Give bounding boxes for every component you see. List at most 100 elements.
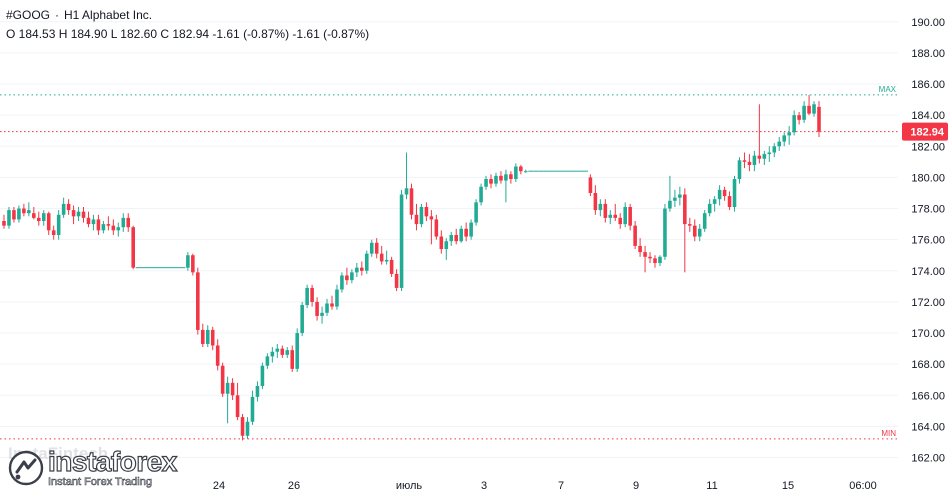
last-price-label: 182.94: [910, 127, 945, 139]
candle-body: [767, 152, 772, 155]
candle-body: [215, 345, 220, 366]
candle-body: [404, 188, 409, 195]
legend-symbol[interactable]: #GOOG: [6, 8, 51, 22]
price-tick-label: 190.00: [911, 17, 945, 29]
candle-body: [111, 225, 116, 231]
candle-body: [474, 202, 478, 223]
candle-body: [275, 348, 280, 352]
candle-body: [598, 203, 603, 211]
candle-body: [86, 217, 91, 225]
candle-body: [270, 351, 275, 357]
candle-body: [96, 219, 101, 231]
candle-body: [762, 154, 767, 159]
candle-body: [17, 208, 21, 220]
candle-body: [56, 214, 61, 235]
candle-body: [633, 225, 637, 246]
candle-body: [305, 287, 309, 306]
candle-body: [737, 160, 742, 179]
candle-body: [812, 104, 816, 114]
time-tick-label: 3: [481, 480, 487, 492]
price-tick-label: 182.00: [911, 141, 945, 153]
candle-body: [200, 329, 205, 344]
candle-body: [702, 213, 707, 229]
candle-body: [757, 155, 762, 159]
candle-body: [712, 199, 717, 204]
candle-body: [524, 171, 528, 173]
candle-body: [360, 267, 364, 271]
candle-body: [340, 275, 344, 290]
candle-body: [792, 115, 796, 133]
candle-body: [623, 206, 627, 225]
candle-body: [409, 188, 414, 215]
candle-body: [355, 267, 359, 273]
candle-body: [230, 382, 235, 396]
candlesticks: [2, 94, 821, 441]
candle-body: [787, 132, 791, 136]
candle-body: [325, 303, 329, 313]
candle-body: [628, 206, 632, 226]
legend-interval[interactable]: H1: [64, 8, 80, 22]
candle-body: [678, 194, 682, 198]
candle-body: [379, 253, 384, 262]
candle-body: [454, 235, 459, 242]
candle-body: [782, 135, 787, 142]
candle-body: [683, 194, 687, 225]
candle-body: [310, 287, 314, 302]
price-tick-label: 168.00: [911, 359, 945, 371]
candle-body: [459, 228, 463, 242]
price-tick-label: 166.00: [911, 390, 945, 402]
time-tick-label: 06:00: [849, 480, 877, 492]
candle-body: [653, 258, 657, 264]
candle-body: [32, 213, 36, 218]
candle-body: [747, 161, 752, 165]
candle-body: [444, 241, 449, 250]
legend-name: Alphabet Inc.: [82, 8, 153, 22]
price-tick-label: 172.00: [911, 297, 945, 309]
candle-body: [658, 256, 662, 264]
candle-body: [807, 105, 811, 114]
candle-body: [51, 230, 56, 235]
candle-body: [618, 217, 623, 225]
candle-body: [220, 365, 225, 394]
candle-body: [225, 382, 230, 394]
candle-body: [673, 197, 677, 201]
price-tick-label: 188.00: [911, 48, 945, 60]
candle-body: [295, 333, 299, 369]
candle-body: [464, 228, 468, 237]
candle-body: [439, 236, 444, 250]
price-axis[interactable]: 190.00 188.00 186.00 184.00 182.00 180.00 178.…: [902, 17, 948, 465]
candle-body: [692, 225, 697, 237]
candle-body: [116, 227, 121, 231]
candle-body: [290, 350, 295, 369]
candle-body: [489, 178, 493, 184]
candle-body: [707, 203, 712, 214]
candle-body: [205, 329, 210, 344]
candle-body: [350, 272, 354, 281]
price-tick-label: 174.00: [911, 266, 945, 278]
candle-body: [389, 259, 394, 274]
candle-body: [424, 206, 429, 217]
candle-body: [399, 194, 404, 288]
price-tick-label: 180.00: [911, 172, 945, 184]
min-label: MIN: [881, 429, 896, 438]
last-price-badge: [902, 122, 948, 141]
candle-body: [41, 213, 46, 221]
candle-body: [335, 289, 339, 307]
legend-ohlc: O 184.53 H 184.90 L 182.60 C 182.94 -1.6…: [6, 27, 370, 41]
candle-body: [519, 166, 523, 172]
candle-body: [697, 228, 702, 237]
time-tick-label: 11: [706, 480, 717, 492]
candle-body: [2, 220, 6, 226]
max-min-lines: MAX MIN: [0, 85, 898, 440]
instaforex-mark-icon: [8, 450, 44, 486]
time-axis[interactable]: 24 26 июль 3 7 9 11 15 06:00: [213, 480, 877, 492]
candle-body: [384, 259, 389, 262]
time-tick-label: 9: [633, 480, 639, 492]
candle-body: [280, 348, 285, 355]
candle-body: [429, 216, 434, 220]
candle-body: [285, 350, 290, 355]
price-tick-label: 178.00: [911, 204, 945, 216]
candle-body: [71, 210, 76, 217]
max-label: MAX: [879, 85, 897, 94]
